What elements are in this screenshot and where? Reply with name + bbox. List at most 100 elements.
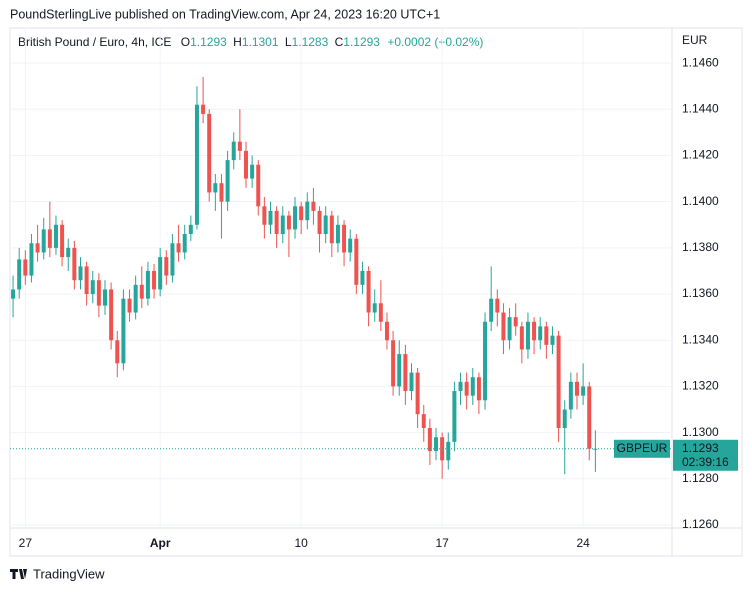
candle-body xyxy=(35,243,40,253)
y-tick-label: 1.1320 xyxy=(682,379,719,393)
candle-body xyxy=(556,335,561,428)
candle-body xyxy=(495,298,500,313)
y-tick-label: 1.1380 xyxy=(682,240,719,254)
candle-body xyxy=(323,215,328,235)
candle-body xyxy=(501,312,506,341)
candle-body xyxy=(446,441,451,461)
candle-body xyxy=(133,284,138,313)
candle-body xyxy=(225,160,230,202)
currency: EUR xyxy=(682,33,708,47)
ohlc-value: 1.1293 xyxy=(190,35,227,49)
candle-body xyxy=(305,201,310,221)
candle-body xyxy=(378,303,383,322)
candle-body xyxy=(464,381,469,396)
countdown: 02:39:16 xyxy=(682,455,729,469)
candle-body xyxy=(538,326,543,341)
candle-body xyxy=(403,354,408,392)
x-tick-label: 27 xyxy=(19,536,33,550)
symbol-box xyxy=(614,439,670,458)
candle-body xyxy=(507,317,512,341)
candle-body xyxy=(219,183,224,202)
candle-body xyxy=(568,381,573,410)
candle-body xyxy=(581,386,586,396)
x-tick-label: 17 xyxy=(435,536,449,550)
candle-body xyxy=(311,201,316,211)
x-tick-label: 10 xyxy=(294,536,308,550)
candle-body xyxy=(574,381,579,396)
candle-body xyxy=(96,280,101,306)
candle-body xyxy=(17,259,22,290)
candle-body xyxy=(532,321,537,341)
symbol-label: GBPEUR xyxy=(617,441,668,455)
candle-body xyxy=(90,280,95,295)
candle-body xyxy=(409,372,414,392)
ohlc-label: H xyxy=(233,35,242,49)
y-tick-label: 1.1340 xyxy=(682,332,719,346)
candle-body xyxy=(415,372,420,415)
footer: TradingView xyxy=(33,566,105,581)
header: PoundSterlingLive published on TradingVi… xyxy=(10,7,440,21)
candle-body xyxy=(66,247,71,258)
candle-body xyxy=(342,224,347,253)
candle-body xyxy=(335,224,340,244)
candle-body xyxy=(470,377,475,396)
candle-body xyxy=(372,303,377,313)
candle-body xyxy=(213,183,218,193)
candle-body xyxy=(366,270,371,313)
candle-body xyxy=(384,321,389,341)
candle-body xyxy=(476,377,481,401)
candle-body xyxy=(452,391,457,442)
change: +0.0002 (+0.02%) xyxy=(387,35,483,49)
legend: British Pound / Euro, 4h, ICE O1.1293 H1… xyxy=(18,35,483,49)
candle-body xyxy=(256,164,261,207)
candle-body xyxy=(519,326,524,350)
y-tick-label: 1.1440 xyxy=(682,101,719,115)
candle-body xyxy=(458,381,463,392)
candle-body xyxy=(329,215,334,244)
x-tick-label: Apr xyxy=(150,536,171,550)
candle-body xyxy=(587,386,592,449)
candle-body xyxy=(176,243,181,253)
candle-body xyxy=(544,326,549,345)
candle-body xyxy=(434,437,439,452)
candle-body xyxy=(360,270,365,285)
candle-body xyxy=(158,257,163,290)
candle-body xyxy=(317,210,322,235)
candle-body xyxy=(201,104,206,114)
ohlc-label: L xyxy=(285,35,292,49)
candle-body xyxy=(207,113,212,193)
candle-body xyxy=(274,210,279,235)
candle-body xyxy=(293,206,298,230)
candle-body xyxy=(121,298,126,364)
candle-body xyxy=(182,234,187,253)
y-tick-label: 1.1360 xyxy=(682,286,719,300)
candle-body xyxy=(164,257,169,276)
y-tick-label: 1.1260 xyxy=(682,517,719,531)
candle-body xyxy=(78,266,83,281)
candle-body xyxy=(188,224,193,235)
ohlc-value: 1.1301 xyxy=(242,35,279,49)
candle-body xyxy=(299,206,304,221)
candle-body xyxy=(397,354,402,387)
footer-logo: TradingView xyxy=(10,566,105,581)
chart-frame xyxy=(9,27,743,557)
candle-body xyxy=(11,289,16,299)
candle-body xyxy=(109,289,114,341)
candle-body xyxy=(152,270,157,290)
ohlc-label: C xyxy=(335,35,344,49)
y-tick-label: 1.1400 xyxy=(682,194,719,208)
candle-body xyxy=(354,238,359,285)
candle-body xyxy=(243,150,248,179)
candle-body xyxy=(29,243,34,276)
candle-body xyxy=(84,266,89,295)
candle-body xyxy=(231,141,236,161)
candle-body xyxy=(268,210,273,225)
candle-body xyxy=(489,298,494,322)
symbol: British Pound / Euro, 4h, ICE xyxy=(18,35,171,49)
x-tick-label: 24 xyxy=(576,536,590,550)
candle-body xyxy=(53,224,58,248)
candle-body xyxy=(348,238,353,253)
candle-body xyxy=(427,428,432,452)
